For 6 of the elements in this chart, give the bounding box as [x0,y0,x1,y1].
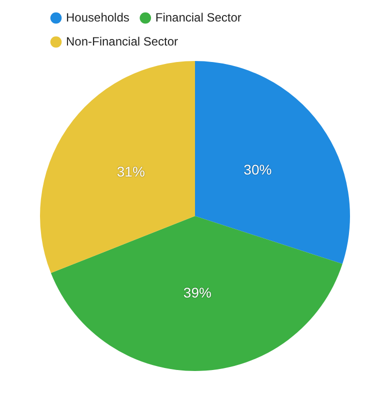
data-label: 39% [183,284,212,300]
data-label: 30% [244,161,272,178]
legend-label: Households [66,10,130,24]
legend-label: Financial Sector [155,10,242,24]
legend-label: Non-Financial Sector [66,34,178,48]
data-label: 31% [116,163,145,180]
